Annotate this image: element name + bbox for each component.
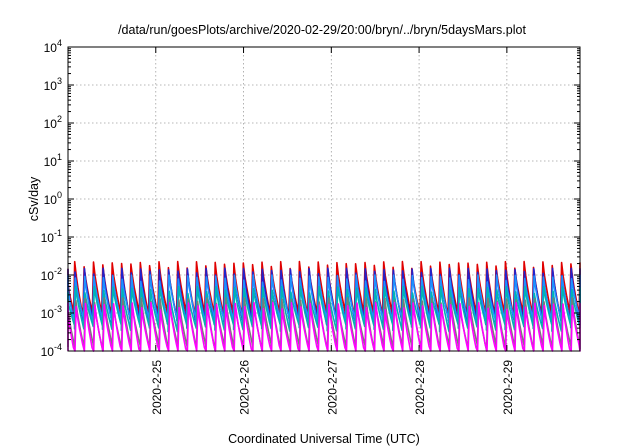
y-tick-label: 101 [44,152,62,169]
y-tick-label: 10-3 [41,304,62,321]
x-axis-label: Coordinated Universal Time (UTC) [228,432,420,446]
y-tick-label: 10-2 [41,266,62,283]
y-axis-label: cSv/day [27,176,41,221]
y-tick-label: 102 [44,114,62,131]
x-tick-label: 2020-2-28 [413,360,427,415]
x-tick-label: 2020-2-26 [238,360,252,415]
x-tick-label: 2020-2-27 [325,360,339,415]
y-tick-label: 10-4 [41,342,62,359]
x-tick-label: 2020-2-25 [150,360,164,415]
x-tick-label: 2020-2-29 [501,360,515,415]
axes: 10-4 10-3 10-2 10-1 100 101 102 103 104 2020-2-25… [41,38,580,415]
y-tick-label: 10-1 [41,228,62,245]
y-tick-label: 103 [44,76,62,93]
y-tick-label: 100 [44,190,62,207]
series-line [67,274,581,326]
y-tick-label: 104 [44,38,62,55]
chart-title: /data/run/goesPlots/archive/2020-02-29/2… [118,23,526,37]
